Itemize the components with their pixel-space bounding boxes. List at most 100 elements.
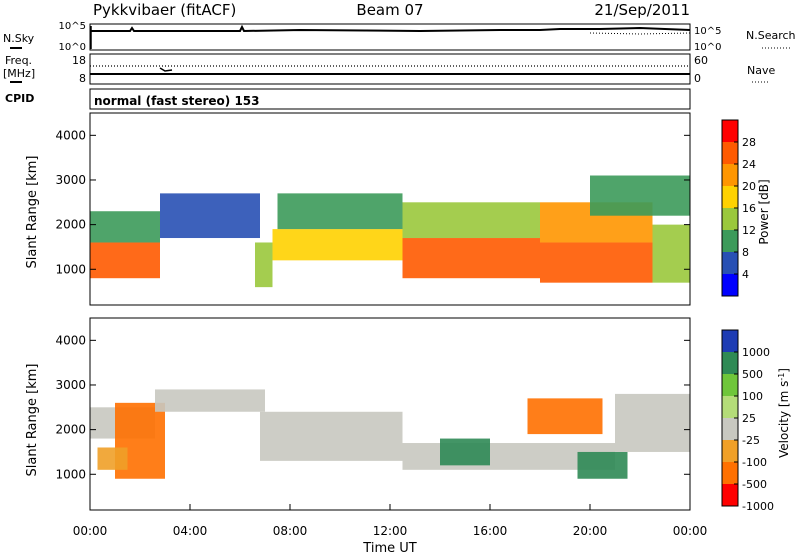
time-tick-label: 00:00 <box>673 524 708 538</box>
nave-tick-top: 60 <box>694 54 708 67</box>
power-cbar-label: 24 <box>742 158 756 171</box>
velocity-cbar-swatch <box>722 352 738 374</box>
power-cbar-label: 8 <box>742 246 749 259</box>
velocity-region <box>615 393 690 452</box>
power-cbar-swatch <box>722 164 738 186</box>
time-tick-label: 20:00 <box>573 524 608 538</box>
freq-panel <box>89 53 691 85</box>
power-ylabel: Slant Range [km] <box>25 156 40 269</box>
velocity-data <box>90 389 690 479</box>
time-tick-label: 08:00 <box>273 524 308 538</box>
velocity-region <box>260 411 403 461</box>
power-y-axis: 1000 2000 3000 4000 <box>55 128 690 276</box>
velocity-cbar-swatch <box>722 330 738 352</box>
cpid-frame <box>89 88 691 110</box>
power-region <box>90 242 160 279</box>
power-region <box>402 238 540 279</box>
velocity-region <box>155 389 265 412</box>
velocity-colorbar: 1000 500 100 25 -25 -100 -500 -1000 <box>721 329 774 513</box>
nave-tick-bottom: 0 <box>694 72 701 85</box>
velocity-cbar-label: -500 <box>742 478 767 491</box>
time-axis-label: Time UT <box>362 541 416 554</box>
freq-unit: [MHz] <box>3 67 35 80</box>
station-title: Pykkvibaer (fitACF) <box>93 1 236 19</box>
velocity-ytick-label: 1000 <box>55 467 86 481</box>
power-cbar-label: 16 <box>742 202 756 215</box>
power-frame <box>89 112 691 306</box>
power-cbar-label: 20 <box>742 180 756 193</box>
power-region <box>590 175 690 216</box>
power-region <box>90 211 160 243</box>
nsearch-tick-top: 10^5 <box>694 26 721 37</box>
power-cbar-swatch <box>722 208 738 230</box>
power-cbar-swatch <box>722 120 738 142</box>
velocity-x-axis: 00:00 04:00 08:00 12:00 16:00 20:00 00:00 <box>73 504 708 538</box>
power-region <box>277 193 403 230</box>
velocity-cbar-label: 500 <box>742 368 763 381</box>
velocity-ytick-label: 4000 <box>55 333 86 347</box>
power-colorbar: 28 24 20 16 12 8 4 <box>721 119 756 297</box>
power-ytick-label: 3000 <box>55 173 86 187</box>
power-ytick-label: 4000 <box>55 128 86 142</box>
power-cbar-label: Power [dB] <box>757 179 771 244</box>
power-cbar-label: 4 <box>742 268 749 281</box>
velocity-region <box>97 447 128 470</box>
velocity-cbar-label: Velocity [m s-1] <box>777 368 792 458</box>
freq-frame <box>89 53 691 85</box>
nsearch-trace <box>589 32 691 35</box>
velocity-cbar-label: -1000 <box>742 500 774 513</box>
velocity-cbar-label: 100 <box>742 390 763 403</box>
nsky-frame <box>89 23 691 51</box>
velocity-y-axis: 1000 2000 3000 4000 <box>55 333 690 481</box>
velocity-cbar-swatch <box>722 484 738 506</box>
power-cbar-swatch <box>722 274 738 296</box>
time-tick-label: 12:00 <box>373 524 408 538</box>
nsky-tick-top: 10^5 <box>59 21 86 32</box>
nsearch-label: N.Search <box>746 29 796 42</box>
power-region <box>540 242 653 283</box>
velocity-cbar-label: -100 <box>742 456 767 469</box>
power-data <box>90 175 690 288</box>
freq-label: Freq. <box>5 54 32 67</box>
beam-title: Beam 07 <box>356 1 423 19</box>
nsky-tick-bottom: 10^0 <box>59 42 86 53</box>
velocity-ylabel: Slant Range [km] <box>25 364 40 477</box>
date-title: 21/Sep/2011 <box>594 1 690 19</box>
power-cbar-swatch <box>722 230 738 252</box>
power-region <box>255 242 273 288</box>
nsky-label: N.Sky <box>3 32 35 45</box>
time-tick-label: 00:00 <box>73 524 108 538</box>
nsearch-tick-bottom: 10^0 <box>694 42 721 53</box>
velocity-region <box>527 398 603 435</box>
power-cbar-swatch <box>722 252 738 274</box>
nave-label: Nave <box>747 64 775 77</box>
time-tick-label: 04:00 <box>173 524 208 538</box>
velocity-region <box>577 451 628 479</box>
cpid-text: normal (fast stereo) 153 <box>94 94 260 108</box>
nsky-panel <box>89 23 691 51</box>
velocity-cbar-swatch <box>722 462 738 484</box>
power-region <box>272 229 403 261</box>
power-cbar-label: 12 <box>742 224 756 237</box>
freq-tick-top: 18 <box>72 54 86 67</box>
velocity-cbar-swatch <box>722 374 738 396</box>
nsky-trace <box>90 24 691 33</box>
velocity-ytick-label: 3000 <box>55 378 86 392</box>
freq-tick-bottom: 8 <box>79 72 86 85</box>
velocity-cbar-swatch <box>722 418 738 440</box>
velocity-region <box>440 438 490 466</box>
velocity-cbar-label: 25 <box>742 412 756 425</box>
velocity-panel: 1000 2000 3000 4000 00:00 04:00 08:00 12:00 16:… <box>55 317 708 538</box>
power-region <box>402 202 540 239</box>
power-ytick-label: 1000 <box>55 262 86 276</box>
velocity-ytick-label: 2000 <box>55 423 86 437</box>
nave-dip <box>159 67 173 72</box>
velocity-cbar-swatch <box>722 396 738 418</box>
power-panel: 1000 2000 3000 4000 <box>55 112 691 306</box>
time-tick-label: 16:00 <box>473 524 508 538</box>
power-region <box>652 224 690 283</box>
power-cbar-swatch <box>722 186 738 208</box>
power-ytick-label: 2000 <box>55 218 86 232</box>
power-cbar-swatch <box>722 142 738 164</box>
